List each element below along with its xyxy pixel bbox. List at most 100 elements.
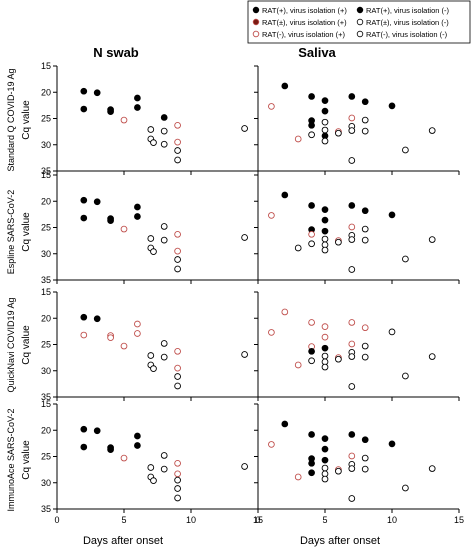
panels: 1520253035152025303515202530351520253035… (41, 61, 464, 525)
data-point-zn (147, 126, 155, 133)
data-point-zp (321, 323, 329, 331)
data-point-pp (321, 107, 329, 115)
data-point-zp (348, 114, 356, 122)
data-point-zn (335, 355, 342, 363)
data-point-zn (388, 328, 396, 336)
data-point-zn (174, 485, 181, 492)
data-point-pp (134, 213, 141, 220)
data-point-zn (150, 139, 157, 147)
data-point-zn (348, 495, 356, 502)
data-point-zp (268, 212, 275, 219)
data-point-zn (361, 127, 369, 135)
data-point-zn (348, 353, 356, 360)
data-point-zp (80, 331, 88, 339)
data-point-zn (348, 465, 356, 472)
panel-4-saliva: 0 5 10 15 (254, 403, 464, 525)
legend-label-np: RAT(+), virus isolation (-) (366, 6, 450, 15)
data-point-zn (308, 131, 315, 139)
legend-label-zp: RAT(-), virus isolation (+) (262, 30, 346, 39)
row-label-immunoace: ImmunoAce SARS-CoV-2 (6, 408, 16, 511)
y-tick-label: 25 (41, 114, 51, 124)
data-point-pp (80, 87, 88, 95)
data-point-pn (321, 344, 329, 352)
x-tick-label: 15 (253, 515, 263, 525)
data-point-zn (348, 266, 356, 273)
data-point-zn (428, 127, 436, 134)
data-point-pp (361, 436, 369, 444)
data-point-pp (93, 89, 101, 97)
data-point-zn (348, 157, 356, 164)
data-point-zn (321, 126, 329, 134)
legend: RAT(+), virus isolation (+) RAT(+), viru… (247, 0, 471, 44)
data-point-zn (321, 235, 329, 243)
data-point-pp (134, 432, 141, 440)
data-point-pp (388, 211, 396, 219)
legend-marker-zp (252, 30, 260, 38)
data-point-zn (321, 352, 329, 360)
y-tick-label: 35 (41, 166, 51, 176)
data-point-zp (348, 340, 356, 348)
data-point-zn (241, 463, 248, 470)
data-point-pp (93, 427, 101, 435)
data-point-pp (348, 431, 356, 438)
data-point-pp (361, 207, 369, 215)
data-point-pp (321, 97, 329, 105)
data-point-zp (321, 333, 329, 341)
x-tick-label: 10 (387, 515, 397, 525)
x-tick-label: 5 (322, 515, 327, 525)
legend-label-mp: RAT(±), virus isolation (+) (262, 18, 347, 27)
legend-item-pp: RAT(+), virus isolation (+) (252, 6, 347, 15)
data-point-zn (174, 494, 181, 502)
data-point-zn (348, 383, 356, 390)
data-point-pp (321, 445, 329, 453)
data-point-pp (281, 420, 289, 428)
data-point-zn (321, 363, 329, 371)
data-point-zn (402, 484, 409, 492)
x-axis-label-saliva: Days after onset (300, 535, 380, 547)
data-point-zn (241, 125, 248, 132)
data-point-pp (93, 198, 101, 206)
data-point-zn (174, 265, 181, 273)
data-point-zn (348, 236, 356, 243)
data-point-pn (160, 114, 168, 121)
data-point-zn (308, 240, 315, 248)
data-point-zn (428, 353, 436, 360)
y-tick-label: 30 (41, 366, 51, 376)
legend-marker-np (356, 6, 364, 14)
x-axis-label-n-swab: Days after onset (83, 535, 163, 547)
data-point-pp (134, 104, 141, 111)
data-point-pp (134, 203, 141, 211)
data-point-pp (321, 216, 329, 224)
data-point-zp (134, 330, 141, 337)
data-point-zp (174, 138, 181, 146)
row-label-standard-q: Standard Q COVID-19 Ag (6, 68, 16, 171)
data-point-pp (134, 442, 141, 449)
data-point-zn (160, 140, 168, 148)
data-point-zn (428, 465, 436, 472)
y-tick-label: 20 (41, 313, 51, 323)
data-point-pp (308, 121, 315, 129)
y-tick-label: 20 (41, 196, 51, 206)
data-point-pp (107, 108, 114, 116)
legend-label-zn: RAT(-), virus isolation (-) (366, 30, 448, 39)
row-label-espline: Espline SARS-CoV-2 (6, 190, 16, 275)
y-tick-label: 15 (41, 399, 51, 409)
y-tick-label: 25 (41, 340, 51, 350)
data-point-zp (120, 454, 128, 462)
legend-marker-pp (252, 6, 260, 14)
data-point-zn (335, 238, 342, 246)
data-point-zn (174, 476, 181, 484)
data-point-zn (160, 236, 168, 244)
data-point-zn (361, 465, 369, 473)
data-point-zn (361, 353, 369, 361)
y-axis-label-row-2: Cq value (21, 212, 32, 252)
y-tick-label: 30 (41, 478, 51, 488)
y-tick-label: 30 (41, 140, 51, 150)
data-point-pp (80, 313, 88, 321)
data-point-zn (294, 244, 302, 252)
data-point-pp (80, 196, 88, 204)
data-point-zp (174, 247, 181, 255)
data-point-zn (174, 256, 181, 263)
data-point-zn (321, 246, 329, 254)
y-tick-label: 25 (41, 223, 51, 233)
